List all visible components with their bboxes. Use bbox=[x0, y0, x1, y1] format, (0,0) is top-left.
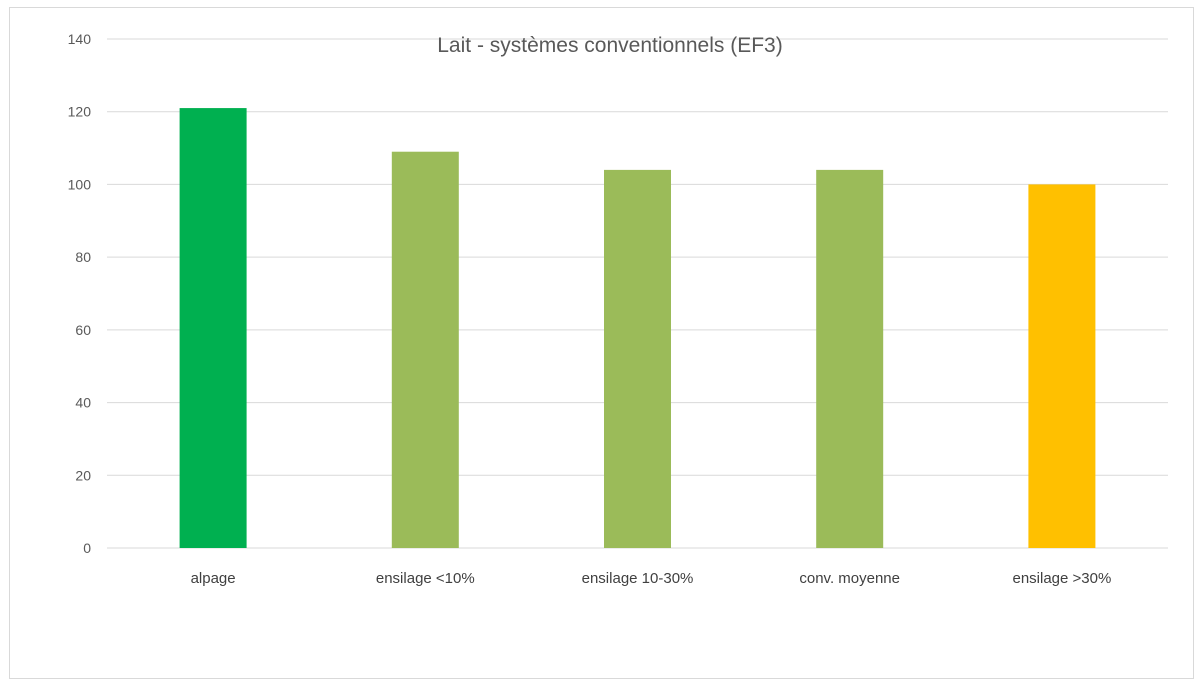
y-tick-label: 60 bbox=[75, 322, 91, 338]
bar-1 bbox=[391, 151, 459, 548]
x-category-label: ensilage 10-30% bbox=[582, 570, 694, 587]
bar-2 bbox=[604, 169, 671, 548]
x-category-label: ensilage <10% bbox=[376, 570, 475, 587]
bar-3 bbox=[816, 169, 884, 548]
y-tick-label: 0 bbox=[83, 540, 91, 556]
bar-0 bbox=[179, 108, 247, 548]
x-category-label: ensilage >30% bbox=[1012, 570, 1111, 587]
y-tick-label: 80 bbox=[75, 249, 91, 265]
x-category-label: conv. moyenne bbox=[799, 570, 900, 587]
y-tick-label: 20 bbox=[75, 467, 91, 483]
bar-4 bbox=[1028, 184, 1096, 548]
x-category-label: alpage bbox=[191, 570, 236, 587]
y-tick-label: 140 bbox=[68, 31, 92, 47]
chart-title: Lait - systèmes conventionnels (EF3) bbox=[437, 34, 782, 57]
y-tick-label: 100 bbox=[68, 176, 92, 192]
y-axis-tick-labels: 0 20 40 60 80 100 120 140 bbox=[68, 31, 92, 556]
bars bbox=[179, 108, 1096, 548]
y-tick-label: 120 bbox=[68, 104, 92, 120]
y-tick-label: 40 bbox=[75, 395, 91, 411]
x-axis-category-labels: alpage ensilage <10% ensilage 10-30% conv. … bbox=[191, 570, 1112, 587]
